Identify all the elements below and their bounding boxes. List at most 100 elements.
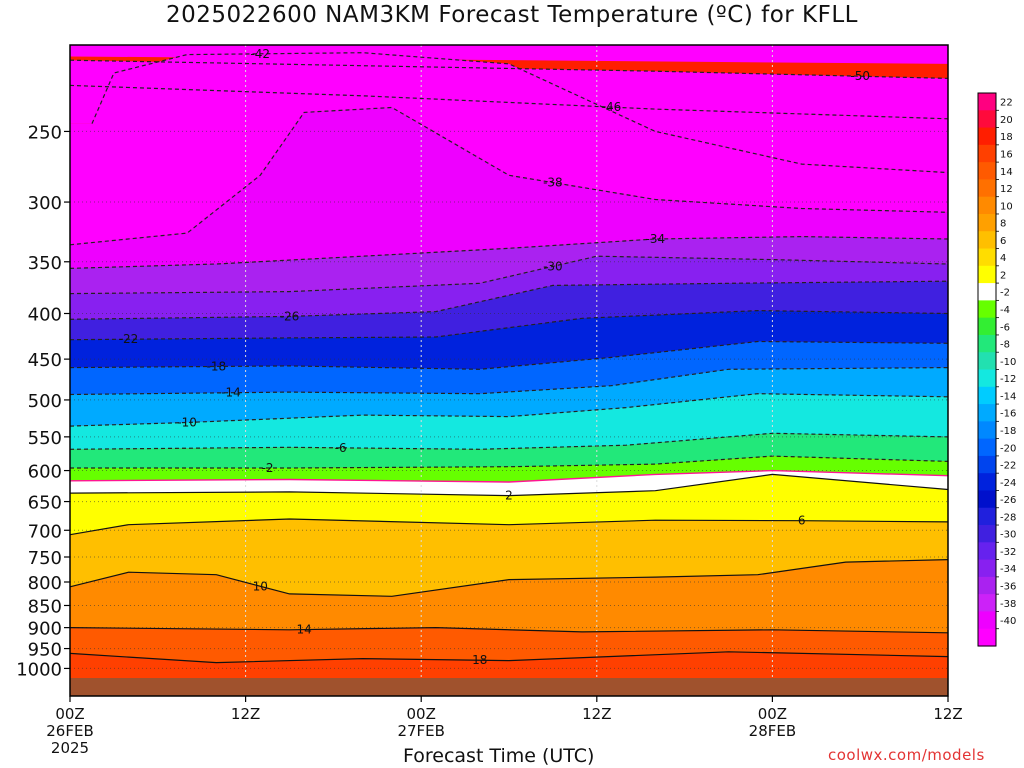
- colorbar-swatch-17: [978, 386, 996, 405]
- contour--6: [69, 432, 949, 450]
- contour--30: [69, 255, 949, 295]
- contour-label-10: 10: [253, 579, 268, 593]
- contour--38: [69, 106, 949, 246]
- color-band-6: [70, 519, 948, 597]
- contour-label--10: -10: [177, 416, 197, 430]
- contour--18: [69, 340, 949, 370]
- contour--14: [69, 367, 949, 396]
- watermark-link[interactable]: coolwx.com/models: [828, 746, 985, 764]
- x-tick-label-0-2: 2025: [51, 739, 89, 757]
- contour--2: [70, 455, 949, 469]
- color-band--30: [70, 256, 948, 320]
- colorbar-label-30: -40: [1000, 616, 1016, 627]
- y-tick-label-400: 400: [28, 304, 62, 325]
- contour--26: [69, 280, 949, 320]
- colorbar-label-14: -8: [1000, 340, 1010, 351]
- colorbar-swatch-2: [978, 127, 996, 146]
- x-axis-label: Forecast Time (UTC): [403, 745, 595, 767]
- color-band-2: [70, 474, 948, 535]
- colorbar-label-25: -30: [1000, 530, 1016, 541]
- y-tick-label-500: 500: [28, 391, 62, 412]
- plot-frame: [69, 44, 949, 697]
- contour-10: [69, 559, 949, 597]
- x-tick-label-2-0: 00Z: [407, 705, 436, 723]
- colorbar-swatch-7: [978, 213, 996, 232]
- colorbar-swatch-16: [978, 369, 996, 388]
- colorbar-label-12: -4: [1000, 305, 1010, 316]
- colorbar-swatch-13: [978, 317, 996, 336]
- x-tick-label-2-1: 27FEB: [397, 722, 444, 740]
- colorbar-label-27: -34: [1000, 564, 1016, 575]
- colorbar-label-4: 14: [1000, 167, 1013, 178]
- contour-label-18: 18: [472, 653, 487, 667]
- colorbar-swatch-28: [978, 576, 996, 595]
- colorbar-swatch-29: [978, 594, 996, 613]
- y-tick-label-550: 550: [28, 428, 62, 449]
- colorbar-label-0: 22: [1000, 98, 1013, 109]
- colorbar-label-13: -6: [1000, 322, 1010, 333]
- colorbar-swatch-11: [978, 283, 996, 301]
- contour-18: [69, 651, 949, 664]
- color-band--26: [70, 281, 948, 340]
- colorbar-swatch-14: [978, 334, 996, 353]
- colorbar-label-26: -32: [1000, 547, 1016, 558]
- color-band-18: [70, 651, 948, 678]
- y-tick-label-750: 750: [28, 548, 62, 569]
- colorbar-label-24: -28: [1000, 512, 1016, 523]
- colorbar-label-2: 18: [1000, 132, 1013, 143]
- y-tick-label-650: 650: [28, 493, 62, 514]
- x-tick-label-1-0: 12Z: [231, 705, 260, 723]
- y-tick-label-800: 800: [28, 573, 62, 594]
- colorbar-swatch-24: [978, 507, 996, 526]
- x-tick-label-3-0: 12Z: [582, 705, 611, 723]
- colorbar-label-29: -38: [1000, 599, 1016, 610]
- x-tick-label-5-0: 12Z: [933, 705, 962, 723]
- colorbar-swatch-23: [978, 490, 996, 509]
- colorbar-swatch-8: [978, 231, 996, 250]
- colorbar-label-18: -16: [1000, 409, 1016, 420]
- colorbar-label-20: -20: [1000, 443, 1016, 454]
- y-tick-label-250: 250: [28, 122, 62, 143]
- colorbar-swatch-20: [978, 438, 996, 457]
- y-tick-label-600: 600: [28, 462, 62, 483]
- color-band--22: [70, 310, 948, 370]
- colorbar-label-16: -12: [1000, 374, 1016, 385]
- colorbar-swatch-19: [978, 421, 996, 440]
- colorbar-label-11: -2: [1000, 288, 1010, 299]
- contour-2: [69, 473, 949, 497]
- y-tick-label-700: 700: [28, 521, 62, 542]
- contour-label--50: -50: [850, 69, 870, 83]
- colorbar: 22 20 18 16 14 12 10 8 6 4 2 -2 -4 -6 -8 -10 -12 -14 -16 -1…: [977, 92, 1016, 647]
- colorbar-swatch-1: [978, 110, 996, 129]
- colorbar-swatch-4: [978, 162, 996, 181]
- contour--22: [69, 309, 949, 341]
- colorbar-swatch-26: [978, 542, 996, 561]
- color-band--18: [70, 341, 948, 395]
- colorbar-label-22: -24: [1000, 478, 1016, 489]
- colorbar-label-5: 12: [1000, 184, 1013, 195]
- y-tick-label-850: 850: [28, 596, 62, 617]
- colorbar-swatch-9: [978, 248, 996, 267]
- colorbar-swatch-22: [978, 473, 996, 492]
- colorbar-swatch-6: [978, 196, 996, 215]
- contour-label--30: -30: [543, 260, 563, 274]
- colorbar-swatch-18: [978, 404, 996, 422]
- color-band--2: [70, 456, 948, 482]
- color-band--38: [70, 107, 948, 269]
- colorbar-label-1: 20: [1000, 115, 1013, 126]
- color-band-10: [70, 559, 948, 633]
- colorbar-label-9: 4: [1000, 253, 1006, 264]
- colorbar-swatch-0: [978, 93, 996, 111]
- contour-label--22: -22: [119, 332, 139, 346]
- y-tick-label-450: 450: [28, 350, 62, 371]
- y-tick-label-900: 900: [28, 619, 62, 640]
- colorbar-label-3: 16: [1000, 149, 1013, 160]
- colorbar-swatch-5: [978, 179, 996, 198]
- color-band-14: [70, 627, 948, 663]
- colorbar-swatch-25: [978, 525, 996, 543]
- contour-label--18: -18: [207, 360, 227, 374]
- contour-label-14: 14: [296, 623, 311, 637]
- ground-surface: [70, 678, 948, 696]
- x-tick-label-0-0: 00Z: [55, 705, 84, 723]
- contour--50: [69, 59, 949, 79]
